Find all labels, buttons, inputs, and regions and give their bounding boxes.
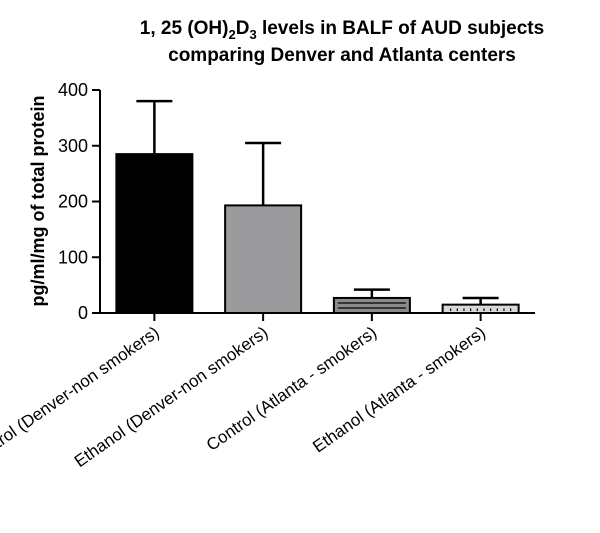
bar [224, 204, 303, 314]
y-axis: 0 100 200 300 400 [58, 80, 101, 323]
x-axis: Control (Denver-non smokers)Ethanol (Den… [0, 312, 535, 471]
y-tick-label: 100 [58, 247, 88, 267]
y-tick-label: 200 [58, 192, 88, 212]
bar-group [332, 288, 411, 315]
chart-title-line1: 1, 25 (OH)2D3 levels in BALF of AUD subj… [140, 18, 544, 42]
y-tick-label: 400 [58, 80, 88, 100]
x-tick-label: Ethanol (Denver-non smokers) [71, 323, 272, 471]
bar [332, 296, 411, 315]
chart-title: 1, 25 (OH)2D3 levels in BALF of AUD subj… [140, 18, 544, 66]
x-tick-label: Ethanol (Atlanta - smokers) [309, 323, 489, 457]
bars [115, 99, 520, 315]
y-axis-label: pg/ml/mg of total protein [28, 96, 48, 307]
bar [115, 153, 194, 314]
bar-group [115, 99, 194, 314]
x-tick-label: Control (Atlanta - smokers) [203, 323, 380, 455]
y-tick-label: 300 [58, 136, 88, 156]
bar-group [441, 296, 520, 315]
bar-group [224, 141, 303, 314]
bar [441, 303, 520, 315]
chart-title-line2: comparing Denver and Atlanta centers [168, 45, 516, 66]
y-tick-label: 0 [78, 303, 88, 323]
